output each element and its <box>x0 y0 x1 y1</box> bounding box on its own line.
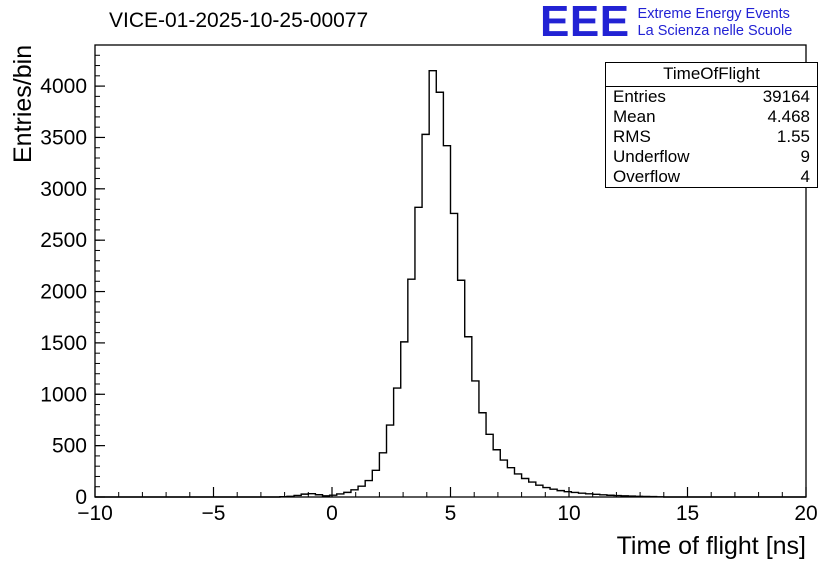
y-tick-label: 2500 <box>40 229 87 252</box>
eee-logo-acronym: EEE <box>540 0 630 46</box>
x-tick-label: −5 <box>202 502 226 525</box>
eee-logo: EEE Extreme Energy Events La Scienza nel… <box>540 0 793 46</box>
stats-value: 4 <box>800 167 810 186</box>
stats-value: 9 <box>800 147 810 166</box>
stats-row-mean: Mean 4.468 <box>606 107 817 127</box>
x-tick-label: 15 <box>676 502 699 525</box>
y-tick-label: 4000 <box>40 75 87 98</box>
y-tick-label: 1000 <box>40 383 87 406</box>
x-axis-title: Time of flight [ns] <box>617 532 806 560</box>
eee-logo-line1: Extreme Energy Events <box>637 6 790 22</box>
stats-value: 1.55 <box>776 127 810 146</box>
stats-label: RMS <box>613 127 651 146</box>
x-tick-label: 20 <box>794 502 817 525</box>
y-tick-label: 3000 <box>40 178 87 201</box>
y-axis-title: Entries/bin <box>9 45 37 163</box>
stats-value: 4.468 <box>767 107 810 126</box>
x-tick-label: 10 <box>557 502 580 525</box>
stats-row-underflow: Underflow 9 <box>606 147 817 167</box>
histogram-line <box>95 69 806 498</box>
stats-label: Overflow <box>613 167 681 186</box>
plot-frame <box>94 44 807 498</box>
stats-value: 39164 <box>762 87 810 106</box>
x-tick-label: 5 <box>445 502 457 525</box>
x-tick-label: −10 <box>77 502 113 525</box>
eee-logo-tagline: Extreme Energy Events La Scienza nelle S… <box>638 2 793 40</box>
stats-box-title: TimeOfFlight <box>606 63 817 87</box>
y-tick-label: 500 <box>52 435 87 458</box>
y-tick-label: 1500 <box>40 332 87 355</box>
eee-logo-line2: La Scienza nelle Scuole <box>637 23 793 39</box>
y-tick-label: 3500 <box>40 126 87 149</box>
stats-row-entries: Entries 39164 <box>606 87 817 107</box>
stats-label: Underflow <box>613 147 690 166</box>
y-tick-label: 0 <box>75 486 87 509</box>
stats-label: Mean <box>613 107 656 126</box>
stats-box: TimeOfFlight Entries 39164 Mean 4.468 RM… <box>605 62 818 188</box>
plot-title: VICE-01-2025-10-25-00077 <box>109 9 369 32</box>
stats-row-rms: RMS 1.55 <box>606 127 817 147</box>
x-tick-label: 0 <box>326 502 338 525</box>
stats-row-overflow: Overflow 4 <box>606 167 817 187</box>
y-tick-label: 2000 <box>40 281 87 304</box>
stats-label: Entries <box>613 87 666 106</box>
